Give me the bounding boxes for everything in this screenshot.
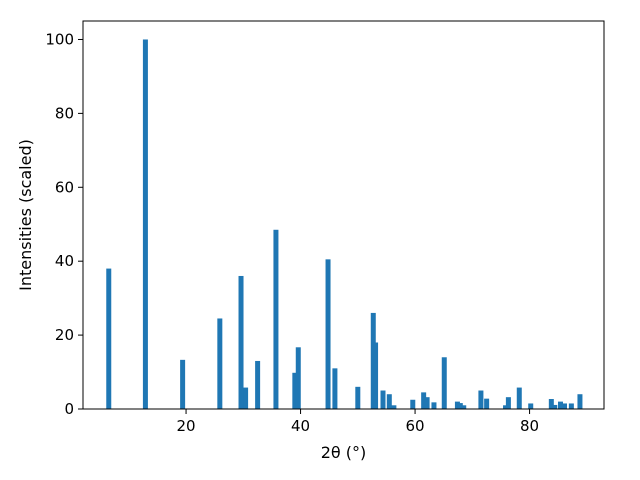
bar-36 — [568, 403, 574, 409]
bar-6 — [255, 360, 261, 409]
bar-37 — [577, 394, 583, 409]
bar-5 — [243, 387, 249, 409]
bar-10 — [325, 259, 331, 409]
bar-26 — [478, 390, 484, 409]
bar-17 — [391, 405, 397, 409]
y-tick-label: 40 — [55, 252, 74, 270]
bar-28 — [503, 405, 509, 409]
x-axis-label: 2θ (°) — [321, 443, 367, 462]
y-tick-label: 0 — [64, 400, 74, 418]
plot-frame — [82, 20, 605, 410]
bar-2 — [180, 359, 186, 409]
bar-24 — [457, 403, 463, 409]
x-tick-label: 40 — [291, 417, 310, 435]
x-axis: 20 40 60 80 — [177, 409, 539, 435]
bar-1 — [142, 39, 148, 409]
bar-19 — [421, 392, 427, 409]
bar-8 — [292, 372, 298, 409]
x-tick-label: 60 — [406, 417, 425, 435]
bar-7 — [273, 229, 279, 409]
bar-23 — [454, 401, 460, 409]
bar-14 — [373, 342, 379, 409]
bar-30 — [516, 387, 522, 409]
bar-15 — [380, 390, 386, 409]
bar-34 — [557, 401, 563, 409]
bar-22 — [441, 357, 447, 409]
bar-25 — [461, 405, 467, 409]
bar-12 — [355, 386, 361, 409]
bar-11 — [332, 368, 338, 409]
y-axis-label: Intensities (scaled) — [16, 139, 35, 291]
bar-31 — [528, 403, 534, 409]
bar-20 — [424, 397, 430, 409]
bar-4 — [238, 275, 244, 409]
bar-21 — [431, 402, 437, 409]
y-tick-label: 100 — [45, 30, 74, 48]
bar-33 — [552, 404, 558, 409]
bar-3 — [217, 318, 223, 409]
bar-35 — [562, 403, 567, 409]
y-tick-label: 20 — [55, 326, 74, 344]
y-axis: 0 20 40 60 80 100 — [45, 30, 83, 418]
bar-0 — [106, 268, 112, 409]
bar-9 — [295, 347, 301, 409]
y-tick-label: 80 — [55, 104, 74, 122]
x-tick-label: 80 — [520, 417, 539, 435]
bar-18 — [410, 399, 416, 409]
bar-27 — [484, 398, 490, 409]
bar-29 — [505, 397, 511, 409]
bars-group — [106, 39, 583, 409]
x-tick-label: 20 — [177, 417, 196, 435]
bar-16 — [386, 394, 392, 409]
bar-32 — [548, 399, 554, 409]
y-tick-label: 60 — [55, 178, 74, 196]
